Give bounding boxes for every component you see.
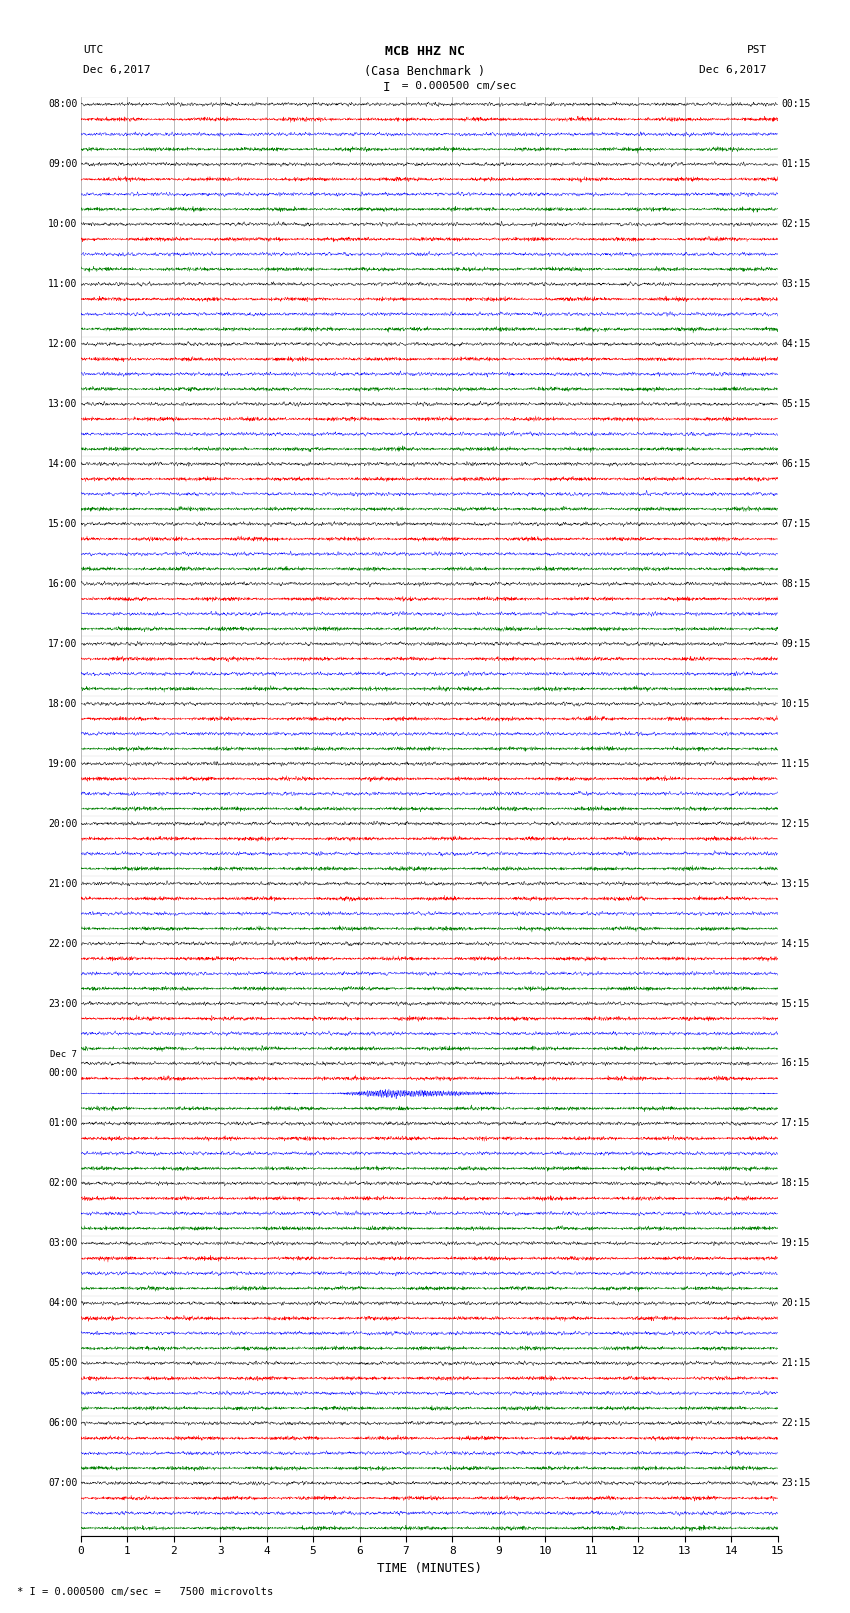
Text: 22:00: 22:00 (48, 939, 77, 948)
Text: 13:00: 13:00 (48, 398, 77, 410)
Text: 12:00: 12:00 (48, 339, 77, 348)
Text: 21:15: 21:15 (781, 1358, 811, 1368)
X-axis label: TIME (MINUTES): TIME (MINUTES) (377, 1561, 482, 1574)
Text: 07:00: 07:00 (48, 1478, 77, 1489)
Text: 21:00: 21:00 (48, 879, 77, 889)
Text: 05:15: 05:15 (781, 398, 811, 410)
Text: 23:00: 23:00 (48, 998, 77, 1008)
Text: 05:00: 05:00 (48, 1358, 77, 1368)
Text: 03:15: 03:15 (781, 279, 811, 289)
Text: 18:15: 18:15 (781, 1179, 811, 1189)
Text: 10:00: 10:00 (48, 219, 77, 229)
Text: I: I (383, 81, 390, 94)
Text: UTC: UTC (83, 45, 104, 55)
Text: 12:15: 12:15 (781, 819, 811, 829)
Text: Dec 7: Dec 7 (50, 1050, 77, 1060)
Text: 08:00: 08:00 (48, 100, 77, 110)
Text: 07:15: 07:15 (781, 519, 811, 529)
Text: 00:00: 00:00 (48, 1068, 77, 1077)
Text: 22:15: 22:15 (781, 1418, 811, 1428)
Text: 11:15: 11:15 (781, 758, 811, 769)
Text: 08:15: 08:15 (781, 579, 811, 589)
Text: 04:00: 04:00 (48, 1298, 77, 1308)
Text: 03:00: 03:00 (48, 1239, 77, 1248)
Text: 18:00: 18:00 (48, 698, 77, 708)
Text: 10:15: 10:15 (781, 698, 811, 708)
Text: 19:00: 19:00 (48, 758, 77, 769)
Text: 01:00: 01:00 (48, 1118, 77, 1129)
Text: MCB HHZ NC: MCB HHZ NC (385, 45, 465, 58)
Text: 20:15: 20:15 (781, 1298, 811, 1308)
Text: 01:15: 01:15 (781, 160, 811, 169)
Text: 16:00: 16:00 (48, 579, 77, 589)
Text: 14:00: 14:00 (48, 460, 77, 469)
Text: 02:15: 02:15 (781, 219, 811, 229)
Text: 00:15: 00:15 (781, 100, 811, 110)
Text: 09:00: 09:00 (48, 160, 77, 169)
Text: 11:00: 11:00 (48, 279, 77, 289)
Text: 17:15: 17:15 (781, 1118, 811, 1129)
Text: 23:15: 23:15 (781, 1478, 811, 1489)
Text: 04:15: 04:15 (781, 339, 811, 348)
Text: 06:15: 06:15 (781, 460, 811, 469)
Text: Dec 6,2017: Dec 6,2017 (700, 65, 767, 74)
Text: 15:15: 15:15 (781, 998, 811, 1008)
Text: (Casa Benchmark ): (Casa Benchmark ) (365, 65, 485, 77)
Text: 15:00: 15:00 (48, 519, 77, 529)
Text: 02:00: 02:00 (48, 1179, 77, 1189)
Text: 13:15: 13:15 (781, 879, 811, 889)
Text: PST: PST (746, 45, 767, 55)
Text: 14:15: 14:15 (781, 939, 811, 948)
Text: = 0.000500 cm/sec: = 0.000500 cm/sec (395, 81, 517, 90)
Text: 06:00: 06:00 (48, 1418, 77, 1428)
Text: * I = 0.000500 cm/sec =   7500 microvolts: * I = 0.000500 cm/sec = 7500 microvolts (17, 1587, 273, 1597)
Text: 16:15: 16:15 (781, 1058, 811, 1068)
Text: 09:15: 09:15 (781, 639, 811, 648)
Text: 20:00: 20:00 (48, 819, 77, 829)
Text: 19:15: 19:15 (781, 1239, 811, 1248)
Text: Dec 6,2017: Dec 6,2017 (83, 65, 150, 74)
Text: 17:00: 17:00 (48, 639, 77, 648)
